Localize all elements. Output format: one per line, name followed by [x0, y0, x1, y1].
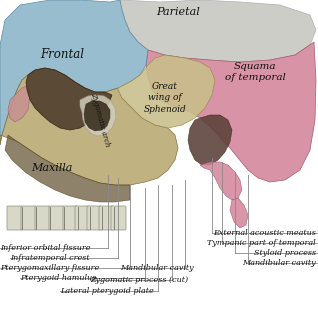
FancyBboxPatch shape: [49, 206, 64, 230]
Polygon shape: [200, 162, 242, 200]
Text: Lateral pterygoid plate: Lateral pterygoid plate: [60, 287, 154, 295]
Polygon shape: [84, 101, 110, 131]
Polygon shape: [80, 95, 116, 136]
FancyBboxPatch shape: [99, 206, 114, 230]
Polygon shape: [8, 85, 30, 122]
Text: Mandibular cavity: Mandibular cavity: [120, 264, 194, 272]
Polygon shape: [230, 198, 248, 228]
FancyBboxPatch shape: [63, 206, 78, 230]
Text: Zygomatic arch: Zygomatic arch: [89, 92, 111, 148]
FancyBboxPatch shape: [35, 206, 50, 230]
Text: Styloid process: Styloid process: [254, 249, 316, 257]
Text: Zygomatic process (cut): Zygomatic process (cut): [90, 276, 188, 284]
FancyBboxPatch shape: [7, 206, 22, 230]
Polygon shape: [0, 0, 148, 145]
Text: Parietal: Parietal: [156, 7, 200, 17]
Text: Pterygoid hamulus: Pterygoid hamulus: [20, 274, 96, 282]
Text: Maxilla: Maxilla: [31, 163, 73, 173]
Text: Great
wing of
Sphenoid: Great wing of Sphenoid: [144, 82, 186, 114]
Polygon shape: [26, 68, 112, 130]
Polygon shape: [188, 115, 232, 165]
Text: Tympanic part of temporal: Tympanic part of temporal: [207, 239, 316, 247]
Polygon shape: [0, 68, 178, 185]
Polygon shape: [146, 42, 316, 182]
Polygon shape: [120, 0, 316, 62]
FancyBboxPatch shape: [87, 206, 102, 230]
Polygon shape: [118, 55, 215, 128]
Text: External acoustic meatus: External acoustic meatus: [213, 229, 316, 237]
Text: Frontal: Frontal: [40, 49, 84, 61]
Text: Mandibular cavity: Mandibular cavity: [242, 259, 316, 267]
FancyBboxPatch shape: [111, 206, 126, 230]
Text: Inferior orbital fissure: Inferior orbital fissure: [0, 244, 91, 252]
Text: Squama
of temporal: Squama of temporal: [225, 62, 286, 82]
FancyBboxPatch shape: [21, 206, 36, 230]
FancyBboxPatch shape: [75, 206, 90, 230]
Text: Pterygomaxillary fissure: Pterygomaxillary fissure: [0, 264, 99, 272]
Polygon shape: [5, 135, 130, 202]
Text: Infratemporal crest: Infratemporal crest: [10, 254, 90, 262]
